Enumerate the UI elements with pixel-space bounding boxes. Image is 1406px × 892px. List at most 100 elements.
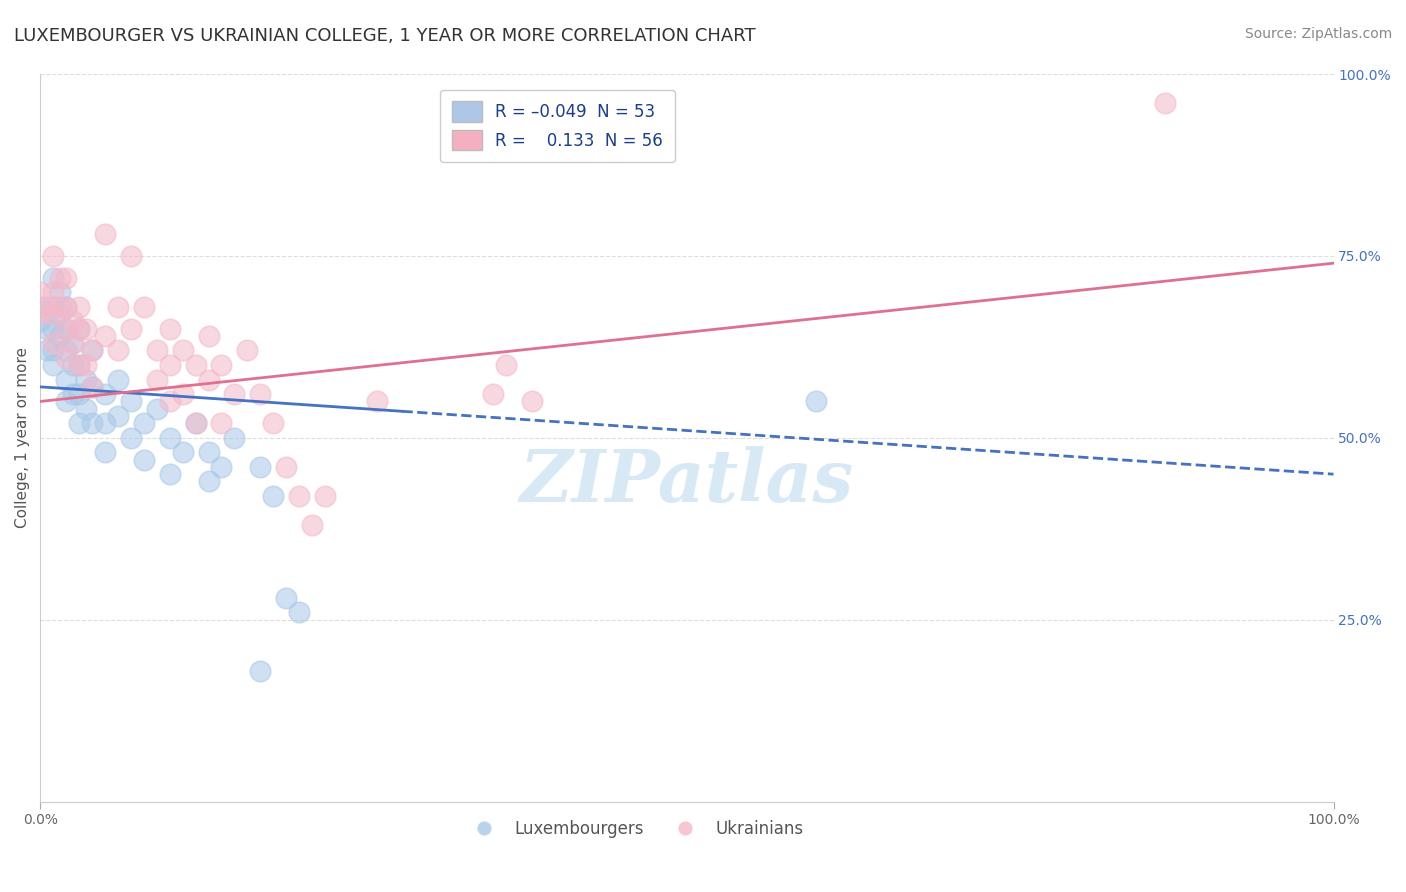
Point <box>159 358 181 372</box>
Point <box>82 380 104 394</box>
Point <box>197 329 219 343</box>
Point <box>55 343 77 358</box>
Point <box>42 336 65 351</box>
Point <box>288 489 311 503</box>
Point <box>159 321 181 335</box>
Point <box>211 416 233 430</box>
Point <box>495 358 517 372</box>
Point <box>197 373 219 387</box>
Point <box>288 606 311 620</box>
Point <box>197 475 219 489</box>
Point <box>49 300 72 314</box>
Point <box>42 307 65 321</box>
Text: ZIPatlas: ZIPatlas <box>520 446 853 517</box>
Point <box>55 270 77 285</box>
Point <box>1154 96 1177 111</box>
Point <box>82 343 104 358</box>
Point <box>62 387 84 401</box>
Point <box>42 285 65 300</box>
Point <box>132 416 155 430</box>
Point <box>94 445 117 459</box>
Point <box>301 518 323 533</box>
Point <box>55 394 77 409</box>
Point <box>211 459 233 474</box>
Point <box>520 394 543 409</box>
Point <box>197 445 219 459</box>
Point <box>49 285 72 300</box>
Point <box>146 373 169 387</box>
Point <box>274 459 297 474</box>
Point <box>75 321 97 335</box>
Point <box>184 416 207 430</box>
Point <box>224 387 246 401</box>
Point <box>75 358 97 372</box>
Point <box>42 321 65 335</box>
Point <box>62 358 84 372</box>
Point <box>274 591 297 605</box>
Point <box>30 300 52 314</box>
Point <box>67 321 90 335</box>
Point <box>75 401 97 416</box>
Point <box>184 416 207 430</box>
Point <box>107 409 129 423</box>
Point <box>67 416 90 430</box>
Point <box>55 373 77 387</box>
Point <box>62 314 84 328</box>
Point <box>236 343 259 358</box>
Point <box>159 467 181 482</box>
Point <box>67 387 90 401</box>
Point <box>55 321 77 335</box>
Point <box>249 459 271 474</box>
Point <box>30 285 52 300</box>
Point <box>172 343 194 358</box>
Point <box>35 321 58 335</box>
Point <box>42 270 65 285</box>
Point <box>107 343 129 358</box>
Point <box>55 300 77 314</box>
Point <box>82 343 104 358</box>
Point <box>42 249 65 263</box>
Point <box>35 343 58 358</box>
Point <box>67 358 90 372</box>
Point <box>55 351 77 365</box>
Point <box>82 416 104 430</box>
Text: Source: ZipAtlas.com: Source: ZipAtlas.com <box>1244 27 1392 41</box>
Point <box>55 300 77 314</box>
Point <box>132 452 155 467</box>
Point <box>172 445 194 459</box>
Point <box>94 387 117 401</box>
Point <box>94 329 117 343</box>
Point <box>107 300 129 314</box>
Point <box>82 380 104 394</box>
Point <box>55 321 77 335</box>
Point <box>42 300 65 314</box>
Point <box>67 358 90 372</box>
Point <box>107 373 129 387</box>
Point <box>62 336 84 351</box>
Point <box>42 358 65 372</box>
Point <box>42 343 65 358</box>
Point <box>67 321 90 335</box>
Point <box>30 307 52 321</box>
Point <box>159 394 181 409</box>
Point <box>120 431 142 445</box>
Point <box>75 373 97 387</box>
Point <box>62 336 84 351</box>
Point <box>172 387 194 401</box>
Point <box>806 394 828 409</box>
Point <box>159 431 181 445</box>
Point <box>35 300 58 314</box>
Point <box>249 387 271 401</box>
Point <box>211 358 233 372</box>
Point <box>184 358 207 372</box>
Point <box>132 300 155 314</box>
Point <box>482 387 505 401</box>
Point <box>366 394 388 409</box>
Point <box>94 227 117 241</box>
Point <box>67 300 90 314</box>
Point <box>146 401 169 416</box>
Point <box>146 343 169 358</box>
Point <box>49 329 72 343</box>
Point <box>49 270 72 285</box>
Point <box>262 489 284 503</box>
